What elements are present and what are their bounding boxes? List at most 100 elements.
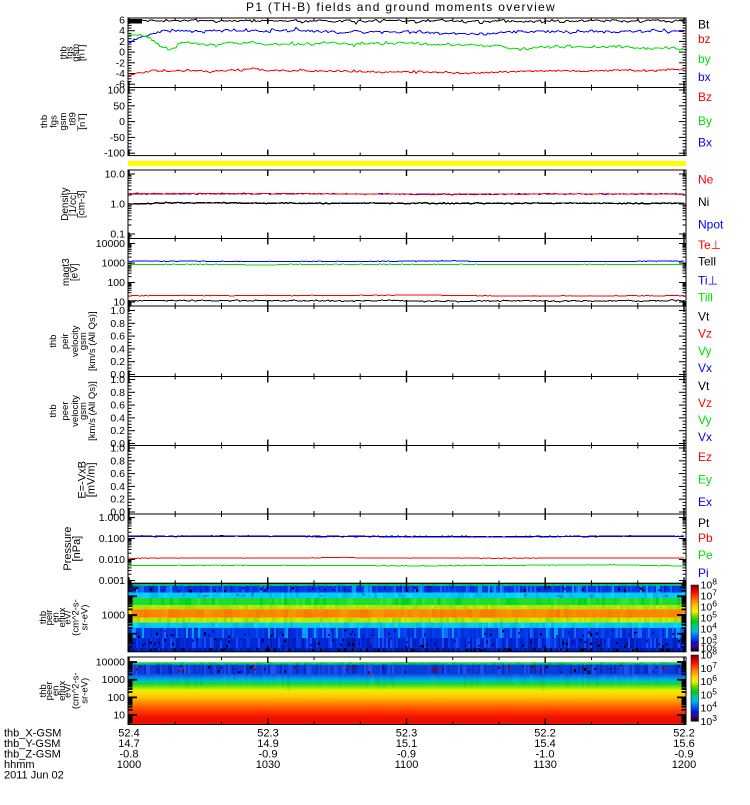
svg-text:[km/s (All Qs)]: [km/s (All Qs)] [87, 381, 98, 441]
svg-text:Vz: Vz [698, 327, 712, 341]
svg-text:fgs: fgs [49, 115, 60, 128]
svg-text:1000: 1000 [102, 674, 126, 686]
svg-text:Vt: Vt [698, 310, 710, 324]
svg-text:Bx: Bx [698, 136, 712, 150]
svg-text:1.000: 1.000 [99, 512, 125, 524]
svg-text:1200: 1200 [672, 759, 696, 771]
svg-text:magt3: magt3 [61, 258, 72, 286]
svg-text:6: 6 [119, 15, 125, 27]
svg-text:Vt: Vt [698, 379, 710, 393]
svg-text:Till: Till [698, 291, 713, 305]
svg-text:peir: peir [60, 333, 71, 349]
svg-text:1130: 1130 [533, 759, 557, 771]
svg-text:velocity: velocity [70, 325, 81, 357]
svg-text:0.6: 0.6 [110, 400, 125, 412]
svg-text:thb: thb [38, 611, 49, 624]
svg-text:Pressure: Pressure [62, 527, 74, 571]
svg-text:15.6: 15.6 [673, 738, 694, 750]
svg-text:eV/: eV/ [63, 683, 74, 698]
svg-text:0.8: 0.8 [110, 387, 125, 399]
svg-text:thb: thb [48, 404, 59, 417]
svg-text:gsm: gsm [58, 112, 69, 130]
svg-text:-0.9: -0.9 [675, 749, 694, 761]
svg-text:1.0: 1.0 [110, 199, 125, 211]
svg-text:[eV]: [eV] [70, 263, 81, 281]
svg-text:1000: 1000 [102, 258, 126, 270]
svg-text:By: By [698, 114, 712, 128]
svg-text:0.8: 0.8 [110, 318, 125, 330]
svg-text:10000: 10000 [96, 657, 125, 669]
svg-text:[km/s (All Qs)]: [km/s (All Qs)] [87, 311, 98, 371]
svg-text:52.4: 52.4 [118, 728, 139, 740]
svg-text:0.0: 0.0 [110, 369, 125, 381]
svg-text:15.1: 15.1 [396, 738, 417, 750]
svg-text:1000: 1000 [117, 759, 141, 771]
svg-text:-50: -50 [110, 132, 125, 144]
svg-text:thb: thb [59, 46, 70, 59]
svg-text:Pt: Pt [698, 516, 710, 530]
svg-text:1100: 1100 [395, 759, 419, 771]
svg-text:10000: 10000 [96, 238, 125, 250]
svg-text:Bt: Bt [698, 18, 710, 32]
svg-text:sr-eV): sr-eV) [80, 678, 91, 704]
svg-text:Ne: Ne [698, 173, 714, 187]
svg-text:50: 50 [113, 100, 125, 112]
svg-text:Ti⊥: Ti⊥ [698, 274, 718, 288]
svg-text:[mV/m]: [mV/m] [86, 462, 98, 497]
svg-text:Vy: Vy [698, 413, 712, 427]
svg-text:Pb: Pb [698, 531, 713, 545]
svg-text:eflux: eflux [57, 607, 68, 627]
svg-text:0.4: 0.4 [110, 343, 125, 355]
svg-text:Bz: Bz [698, 90, 712, 104]
svg-text:-0.8: -0.8 [120, 749, 139, 761]
svg-text:_t89: _t89 [68, 112, 79, 132]
svg-text:2011 Jun 02: 2011 Jun 02 [4, 770, 64, 782]
svg-text:(cm^2-s-: (cm^2-s- [71, 599, 82, 636]
svg-text:Ex: Ex [698, 495, 712, 509]
svg-text:52.2: 52.2 [673, 728, 694, 740]
svg-text:thb: thb [39, 115, 50, 128]
svg-text:10: 10 [113, 710, 125, 722]
svg-text:Ey: Ey [698, 473, 712, 487]
svg-text:(cm^2-s-: (cm^2-s- [71, 672, 82, 709]
svg-text:peir: peir [44, 610, 55, 626]
svg-text:hhmm: hhmm [4, 759, 35, 771]
svg-text:14.9: 14.9 [257, 738, 278, 750]
svg-text:Te⊥: Te⊥ [698, 238, 721, 252]
svg-text:-4: -4 [116, 68, 125, 80]
svg-text:sr-eV): sr-eV) [80, 605, 91, 631]
svg-text:10: 10 [113, 297, 125, 309]
svg-text:0.4: 0.4 [110, 412, 125, 424]
svg-text:peer: peer [44, 681, 55, 700]
svg-text:1030: 1030 [256, 759, 280, 771]
svg-text:peer: peer [60, 401, 71, 420]
svg-text:Ni: Ni [698, 195, 709, 209]
svg-text:0.010: 0.010 [99, 554, 125, 566]
svg-text:1.0: 1.0 [110, 305, 125, 317]
svg-text:4: 4 [119, 25, 125, 37]
svg-text:by: by [698, 52, 711, 66]
svg-text:1.0: 1.0 [110, 374, 125, 386]
svg-text:15.4: 15.4 [534, 738, 555, 750]
svg-text:thb_Y-GSM: thb_Y-GSM [4, 738, 60, 750]
svg-text:-100: -100 [104, 148, 125, 160]
svg-text:gsm: gsm [71, 44, 82, 62]
svg-text:Density: Density [60, 188, 71, 221]
svg-text:E=-VxB: E=-VxB [77, 461, 89, 499]
svg-text:thb: thb [38, 684, 49, 697]
svg-text:0: 0 [119, 116, 125, 128]
svg-text:Pe: Pe [698, 548, 713, 562]
svg-text:-1.0: -1.0 [536, 749, 555, 761]
svg-text:0.2: 0.2 [110, 425, 125, 437]
svg-text:P1 (TH-B) fields and ground mo: P1 (TH-B) fields and ground moments over… [246, 0, 556, 14]
svg-text:2: 2 [119, 36, 125, 48]
svg-text:gsm: gsm [78, 402, 89, 420]
svg-text:0: 0 [119, 47, 125, 59]
svg-text:Pi: Pi [698, 566, 709, 580]
svg-text:100: 100 [107, 85, 125, 97]
svg-text:thb: thb [48, 335, 59, 348]
svg-text:bz: bz [698, 32, 711, 46]
svg-text:[nT]: [nT] [77, 113, 88, 129]
svg-text:0.100: 0.100 [99, 533, 125, 545]
svg-text:0.4: 0.4 [110, 481, 125, 493]
